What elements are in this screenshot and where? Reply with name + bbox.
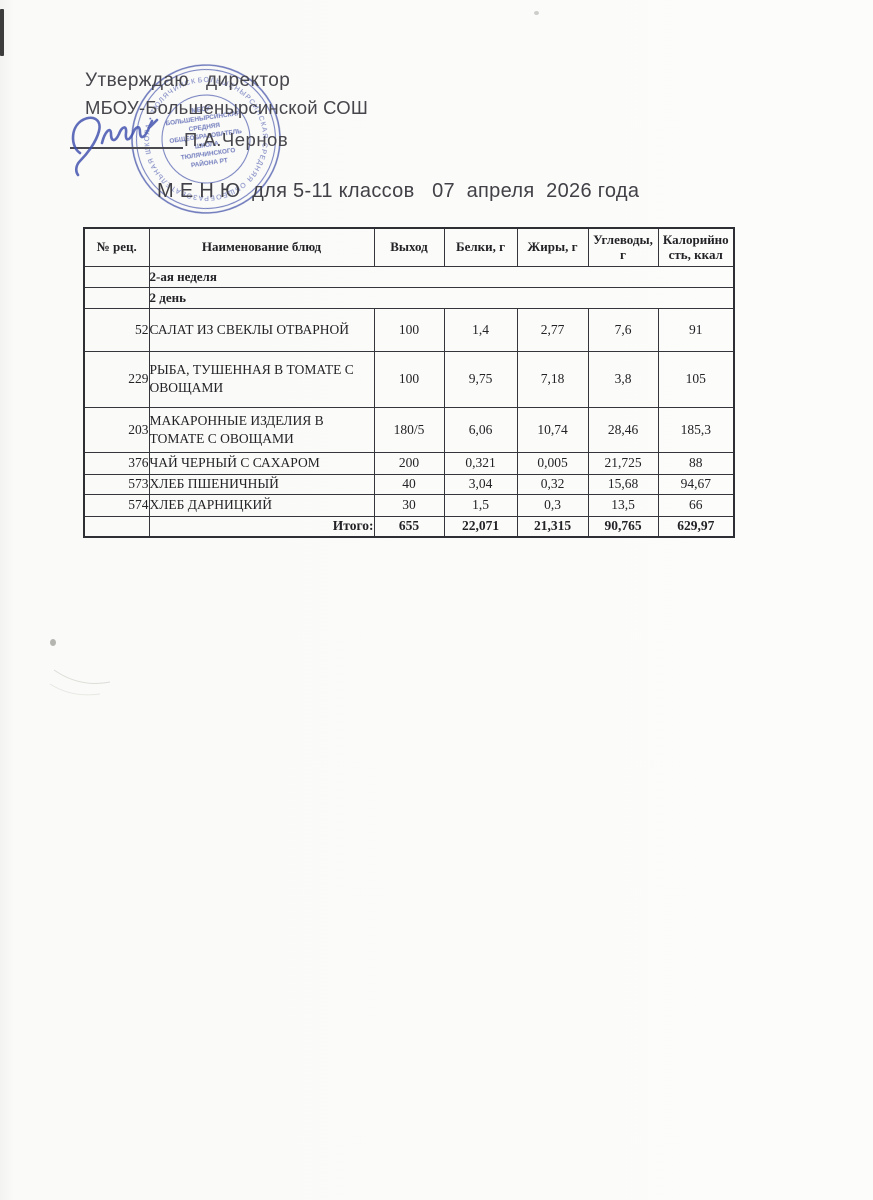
cell-recipe-number: 574 [83,493,150,517]
cell-value: 200 [373,451,445,475]
column-header: Жиры, г [516,227,589,267]
column-header: № рец. [83,227,150,267]
stamp-center-line: МБОУ- [191,105,213,115]
cell-recipe-number: 52 [83,307,150,352]
cell-value: 100 [373,307,445,352]
cell-value: 15,68 [587,473,659,495]
column-header: Калорийно сть, ккал [657,227,735,267]
menu-title: М Е Н Ю для 5-11 классов 07 апреля 2026 … [157,180,640,202]
cell-total-value: 90,765 [587,515,659,538]
cell-value: 30 [373,493,445,517]
cell-recipe-number [83,286,150,309]
cell-value: 180/5 [373,406,445,453]
table-row: 2 день [83,286,735,309]
table-row: 573 ХЛЕБ ПШЕНИЧНЫЙ 40 3,04 0,32 15,68 94,67 [83,473,735,495]
scan-speck [534,11,539,15]
cell-dish-name: ЧАЙ ЧЕРНЫЙ С САХАРОМ [148,451,375,475]
table-row: 376 ЧАЙ ЧЕРНЫЙ С САХАРОМ 200 0,321 0,005 21,7… [83,451,735,475]
cell-dish-name: МАКАРОННЫЕ ИЗДЕЛИЯ В ТОМАТЕ С ОВОЩАМИ [148,406,375,453]
cell-value: 1,4 [443,307,518,352]
stamp-center-line: СРЕДНЯЯ [188,122,221,133]
cell-value: 6,06 [443,406,518,453]
scan-crease [49,669,111,696]
column-header: Выход [373,227,445,267]
cell-value: 100 [373,350,445,408]
cell-value: 7,6 [587,307,659,352]
signatory-name: П.А.Чернов [184,129,289,150]
cell-total-value: 629,97 [657,515,735,538]
scan-speck [50,639,56,646]
cell-value: 0,321 [443,451,518,475]
section-label: 2-ая неделя [148,265,735,288]
cell-value: 66 [657,493,735,517]
total-label: Итого: [148,515,375,538]
cell-recipe-number: 203 [83,406,150,453]
table-row: 2-ая неделя [83,265,735,288]
column-header: Углеводы, г [587,227,659,267]
cell-value: 3,8 [587,350,659,408]
cell-recipe-number: 376 [83,451,150,475]
cell-recipe-number: 573 [83,473,150,495]
cell-value: 1,5 [443,493,518,517]
table-row: 229 РЫБА, ТУШЕННАЯ В ТОМАТЕ С ОВОЩАМИ 100 9… [83,350,735,408]
cell-value: 2,77 [516,307,589,352]
cell-value: 91 [657,307,735,352]
cell-value: 28,46 [587,406,659,453]
cell-recipe-number [83,265,150,288]
cell-value: 3,04 [443,473,518,495]
cell-value: 21,725 [587,451,659,475]
approval-line-1: Утверждаю директор [85,70,291,91]
cell-recipe-number [83,515,150,538]
table-row: 203 МАКАРОННЫЕ ИЗДЕЛИЯ В ТОМАТЕ С ОВОЩАМИ… [83,406,735,453]
cell-value: 94,67 [657,473,735,495]
cell-value: 13,5 [587,493,659,517]
cell-recipe-number: 229 [83,350,150,408]
menu-table: № рец. Наименование блюд Выход Белки, г Жиры… [83,227,735,538]
cell-total-value: 655 [373,515,445,538]
cell-value: 10,74 [516,406,589,453]
section-label: 2 день [148,286,735,309]
cell-value: 0,32 [516,473,589,495]
cell-value: 185,3 [657,406,735,453]
stamp-center-line: ШКОЛА [194,140,219,150]
approval-line-2: МБОУ-Большенырсинской СОШ [85,97,369,118]
cell-dish-name: РЫБА, ТУШЕННАЯ В ТОМАТЕ С ОВОЩАМИ [148,350,375,408]
column-header: Наименование блюд [148,227,375,267]
cell-value: 88 [657,451,735,475]
cell-value: 7,18 [516,350,589,408]
cell-value: 40 [373,473,445,495]
table-row: 52 САЛАТ ИЗ СВЕКЛЫ ОТВАРНОЙ 100 1,4 2,77 7,6 9… [83,307,735,352]
table-row: 574 ХЛЕБ ДАРНИЦКИЙ 30 1,5 0,3 13,5 66 [83,493,735,517]
scan-edge-mark [0,9,4,56]
cell-dish-name: ХЛЕБ ДАРНИЦКИЙ [148,493,375,517]
cell-value: 0,3 [516,493,589,517]
cell-value: 0,005 [516,451,589,475]
cell-dish-name: САЛАТ ИЗ СВЕКЛЫ ОТВАРНОЙ [148,307,375,352]
cell-total-value: 21,315 [516,515,589,538]
cell-total-value: 22,071 [443,515,518,538]
table-row: Итого: 655 22,071 21,315 90,765 629,97 [83,515,735,538]
official-stamp: БОЛЬШЕНЫРСИНСКАЯ СРЕДНЯЯ ОБЩЕОБРАЗОВАТЕЛ… [131,64,281,214]
cell-dish-name: ХЛЕБ ПШЕНИЧНЫЙ [148,473,375,495]
approval-block: Утверждаю директор МБОУ-Большенырсинской… [85,70,368,119]
column-header: Белки, г [443,227,518,267]
signature-line [70,147,183,149]
cell-value: 9,75 [443,350,518,408]
cell-value: 105 [657,350,735,408]
signature-scribble [71,116,159,177]
